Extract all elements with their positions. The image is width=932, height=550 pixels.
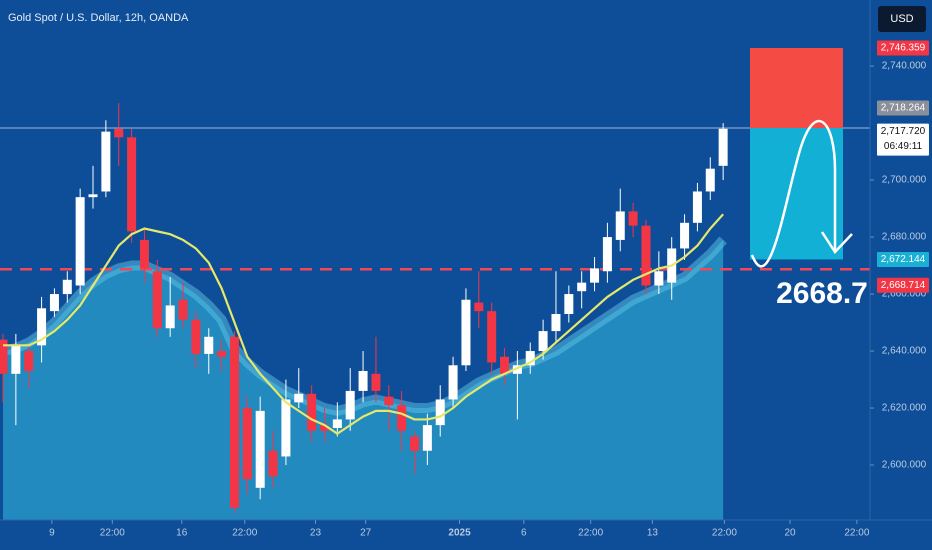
price-label: 2,668.714 — [881, 280, 926, 291]
x-tick-label: 20 — [784, 528, 796, 539]
candle-body — [718, 128, 728, 166]
candle-body — [577, 282, 587, 292]
candle-body — [268, 450, 278, 477]
x-tick-label: 13 — [647, 528, 659, 539]
x-tick-label: 6 — [521, 528, 527, 539]
price-label-bg — [877, 123, 929, 156]
candle-body — [0, 339, 8, 374]
candle-body — [461, 299, 471, 366]
x-tick-label: 22:00 — [232, 528, 257, 539]
currency-button[interactable] — [878, 6, 926, 32]
candle-body — [204, 336, 214, 354]
currency-label[interactable]: USD — [890, 13, 913, 25]
candle-body — [307, 393, 317, 431]
target-zone — [750, 128, 843, 260]
price-label: 2,672.144 — [881, 254, 926, 265]
candle-body — [590, 268, 600, 283]
candle-body — [397, 405, 407, 431]
candle-body — [487, 311, 497, 363]
y-tick-label: 2,680.000 — [882, 232, 927, 243]
candle-body — [294, 393, 304, 403]
x-tick-label: 22:00 — [712, 528, 737, 539]
x-tick-label: 22:00 — [844, 528, 869, 539]
x-tick-label: 16 — [176, 528, 188, 539]
y-tick-label: 2,600.000 — [882, 460, 927, 471]
chart-title: Gold Spot / U.S. Dollar, 12h, OANDA — [8, 12, 189, 24]
drawn-arrow — [750, 119, 853, 268]
candle-body — [178, 299, 188, 320]
candle-body — [165, 305, 175, 329]
plot-area — [0, 47, 870, 520]
candle-body — [358, 370, 368, 391]
candle-body — [422, 425, 432, 451]
x-tick-label: 9 — [49, 528, 55, 539]
candle-body — [101, 131, 111, 192]
x-tick-label: 22:00 — [578, 528, 603, 539]
candle-body — [11, 345, 21, 374]
candle-body — [680, 222, 690, 249]
price-label-bg — [877, 251, 929, 267]
candle-body — [37, 308, 47, 346]
candle-body — [24, 351, 34, 371]
x-tick-label: 23 — [310, 528, 322, 539]
annotation: 2668.7 — [776, 277, 868, 310]
candle-body — [242, 408, 252, 480]
stop-zone — [750, 47, 843, 129]
candle-body — [281, 399, 291, 457]
candle-body — [345, 390, 355, 420]
candle-body — [615, 211, 625, 240]
candle-body — [152, 271, 162, 329]
x-tick-label: 22:00 — [100, 528, 125, 539]
candle-body — [410, 436, 420, 451]
candle-body — [654, 271, 664, 286]
candle-body — [332, 419, 342, 428]
candle-body — [139, 239, 149, 269]
candle-body — [602, 237, 612, 272]
candle-body — [448, 365, 458, 400]
y-tick-label: 2,640.000 — [882, 346, 927, 357]
price-label-bg — [877, 277, 929, 293]
candle-body — [114, 128, 124, 138]
candle-body — [217, 351, 227, 357]
candle-body — [384, 396, 394, 406]
price-label: 2,718.264 — [881, 103, 926, 114]
candle-body — [88, 194, 98, 198]
price-label-bg — [877, 100, 929, 116]
candle-body — [371, 373, 381, 391]
candle-body — [692, 191, 702, 223]
candle-body — [474, 302, 484, 312]
y-tick-label: 2,660.000 — [882, 289, 927, 300]
x-tick-label: 2025 — [448, 528, 471, 539]
candle-body — [49, 294, 59, 312]
y-tick-label: 2,700.000 — [882, 175, 927, 186]
price-label: 2,717.720 — [881, 126, 926, 137]
candle-body — [229, 336, 239, 508]
candle-body — [512, 365, 522, 374]
candle-body — [127, 137, 137, 232]
candle-body — [75, 197, 85, 286]
candle-body — [551, 313, 561, 332]
candle-body — [641, 225, 651, 286]
candle-body — [62, 279, 72, 295]
candle-body — [525, 351, 535, 366]
candle-body — [705, 168, 715, 192]
candle-body — [538, 331, 548, 352]
candle-body — [628, 211, 638, 226]
price-label-bg — [877, 40, 929, 56]
candle-body — [500, 356, 510, 374]
ema-line — [2, 213, 724, 435]
y-tick-label: 2,740.000 — [882, 61, 927, 72]
price-label: 2,746.359 — [881, 43, 926, 54]
x-tick-label: 27 — [360, 528, 372, 539]
candle-body — [255, 410, 265, 488]
y-tick-label: 2,620.000 — [882, 403, 927, 414]
candle-body — [435, 399, 445, 426]
candle-body — [564, 294, 574, 314]
candle-body — [191, 319, 201, 354]
candle-body — [319, 425, 329, 431]
countdown: 06:49:11 — [884, 141, 923, 152]
